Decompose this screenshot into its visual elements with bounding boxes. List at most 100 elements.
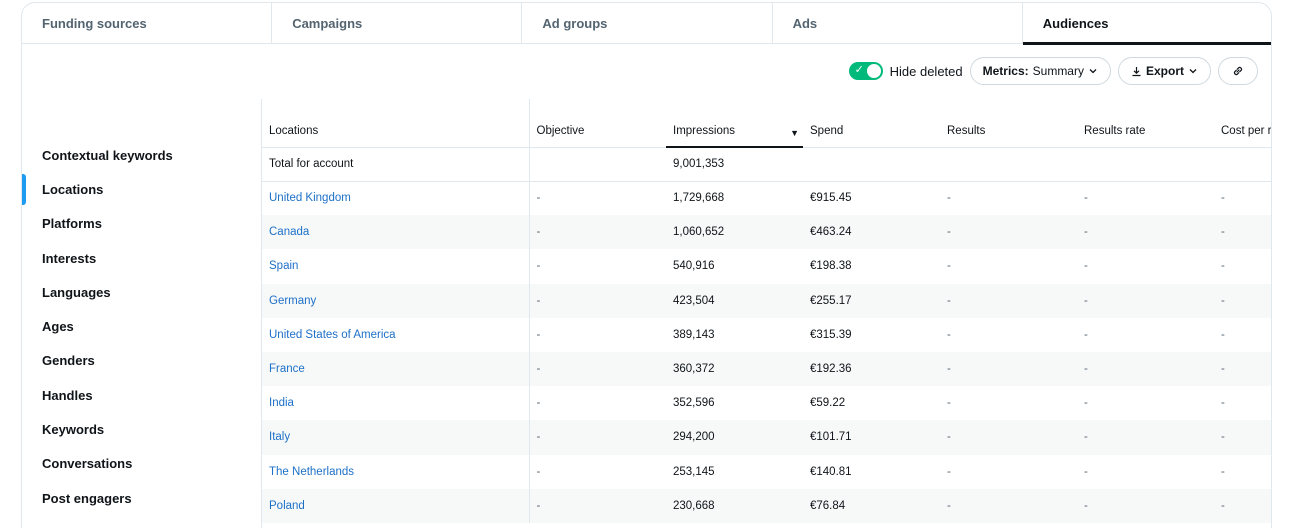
sidebar-item-locations[interactable]: Locations: [22, 172, 260, 206]
column-header-results[interactable]: Results: [940, 99, 1077, 148]
row-spend: €255.17: [803, 283, 940, 318]
location-link[interactable]: Germany: [269, 294, 317, 307]
row-impressions: 389,143: [673, 328, 715, 341]
sidebar-item-ages[interactable]: Ages: [42, 319, 74, 335]
table-toolbar: ✓ Hide deleted Metrics: Summary Export: [848, 57, 1258, 85]
row-results: -: [947, 397, 951, 410]
location-link[interactable]: The Netherlands: [269, 465, 355, 478]
sidebar-item-post-engagers[interactable]: Post engagers: [42, 490, 132, 506]
row-objective: -: [536, 260, 541, 273]
column-header-impressions[interactable]: Impressions ▼: [666, 99, 803, 148]
impressions-header-label: Impressions: [673, 124, 735, 137]
total-spend: [803, 147, 940, 182]
row-location: Spain: [262, 249, 530, 284]
table-row: Poland -230,668 €76.84- - -: [262, 488, 1271, 523]
row-results-rate: -: [1077, 283, 1214, 318]
sidebar-item-handles[interactable]: Handles: [42, 387, 93, 403]
sort-desc-icon[interactable]: ▼: [790, 128, 799, 138]
download-icon: [1132, 66, 1141, 76]
sidebar-item-contextual-keywords[interactable]: Contextual keywords: [42, 147, 173, 163]
locations-table: Locations Objective Impressions ▼ Spend R…: [262, 99, 1271, 523]
locations-table-container[interactable]: Locations Objective Impressions ▼ Spend R…: [261, 99, 1271, 528]
row-objective: -: [536, 397, 541, 410]
row-results-rate: -: [1084, 260, 1088, 273]
tab-campaigns[interactable]: Campaigns: [272, 3, 523, 44]
row-spend: €463.24: [803, 215, 940, 250]
row-results-rate: -: [1084, 465, 1088, 478]
table-row: Canada -1,060,652 €463.24- - -: [262, 215, 1271, 250]
export-button[interactable]: Export: [1117, 57, 1211, 85]
row-results-rate: -: [1077, 215, 1214, 250]
column-header-cost-per-result[interactable]: Cost per re: [1214, 99, 1271, 148]
copy-link-button[interactable]: [1218, 57, 1258, 85]
location-link[interactable]: United Kingdom: [269, 192, 351, 205]
row-spend: €76.84: [803, 488, 940, 523]
tab-ad-groups[interactable]: Ad groups: [522, 3, 773, 44]
total-results: [940, 147, 1077, 182]
location-link[interactable]: Canada: [269, 226, 310, 239]
row-location: France: [262, 351, 530, 387]
link-icon: [1233, 66, 1243, 76]
location-link[interactable]: India: [269, 397, 294, 410]
total-cost: [1214, 147, 1271, 182]
row-cost-per-result: -: [1214, 420, 1271, 455]
location-link[interactable]: Poland: [269, 499, 305, 512]
location-link[interactable]: Italy: [269, 431, 291, 444]
row-location: United Kingdom: [262, 181, 530, 216]
chevron-down-icon: [1089, 69, 1097, 74]
row-results: -: [940, 283, 1077, 318]
row-objective: -: [529, 351, 666, 387]
metrics-dropdown[interactable]: Metrics: Summary: [969, 57, 1111, 85]
row-results: -: [940, 420, 1077, 455]
tab-ads[interactable]: Ads: [773, 3, 1023, 44]
check-icon: ✓: [854, 64, 864, 76]
table-row: United States of America - 389,143 €315.39 -…: [262, 317, 1271, 352]
export-label: Export: [1145, 64, 1184, 78]
row-cost-per-result: -: [1221, 328, 1225, 341]
sidebar-item-platforms[interactable]: Platforms: [42, 216, 102, 232]
row-cost-per-result: -: [1214, 488, 1271, 523]
row-objective: -: [536, 192, 541, 205]
table-row: Italy -294,200 €101.71- - -: [262, 420, 1271, 455]
row-results: -: [947, 465, 951, 478]
toggle-knob: [865, 63, 882, 79]
tab-audiences[interactable]: Audiences: [1022, 3, 1271, 45]
hide-deleted-control: ✓ Hide deleted: [848, 62, 963, 80]
table-row: United Kingdom - 1,729,668 €915.45 - - -: [262, 181, 1271, 216]
sidebar-item-keywords[interactable]: Keywords: [42, 422, 105, 438]
row-location: Italy: [262, 420, 530, 455]
row-cost-per-result: -: [1221, 260, 1225, 273]
row-location: The Netherlands: [262, 454, 530, 489]
location-link[interactable]: Spain: [269, 260, 299, 273]
row-spend: €192.36: [803, 351, 940, 387]
sidebar-item-conversations[interactable]: Conversations: [42, 456, 133, 472]
location-link[interactable]: France: [269, 363, 305, 376]
column-header-objective[interactable]: Objective: [529, 99, 666, 148]
column-header-spend[interactable]: Spend: [803, 99, 940, 148]
table-row: Germany -423,504 €255.17- - -: [262, 283, 1271, 318]
sidebar-item-interests[interactable]: Interests: [42, 250, 97, 266]
row-results-rate: -: [1077, 351, 1214, 387]
row-spend: €315.39: [810, 328, 852, 341]
row-impressions: 1,060,652: [666, 215, 803, 250]
hide-deleted-toggle[interactable]: ✓: [848, 62, 883, 80]
table-header-row: Locations Objective Impressions ▼ Spend R…: [262, 99, 1271, 148]
metrics-value: Summary: [1032, 64, 1084, 78]
column-header-locations[interactable]: Locations: [262, 99, 530, 148]
hide-deleted-label: Hide deleted: [889, 63, 963, 79]
sidebar-item-languages[interactable]: Languages: [42, 284, 111, 300]
row-impressions: 423,504: [666, 283, 803, 318]
row-spend: €198.38: [810, 260, 852, 273]
location-link[interactable]: United States of America: [269, 328, 396, 341]
sidebar-item-genders[interactable]: Genders: [42, 353, 95, 369]
report-tabs: Funding sources Campaigns Ad groups Ads …: [22, 3, 1271, 45]
total-results-rate: [1077, 147, 1214, 182]
row-spend: €915.45: [810, 192, 852, 205]
column-header-results-rate[interactable]: Results rate: [1077, 99, 1214, 148]
row-cost-per-result: -: [1221, 465, 1225, 478]
row-location: India: [262, 386, 530, 421]
tab-funding-sources[interactable]: Funding sources: [22, 3, 273, 44]
total-label: Total for account: [262, 147, 530, 182]
sidebar-item-events[interactable]: Events: [22, 515, 260, 528]
row-results: -: [940, 351, 1077, 387]
